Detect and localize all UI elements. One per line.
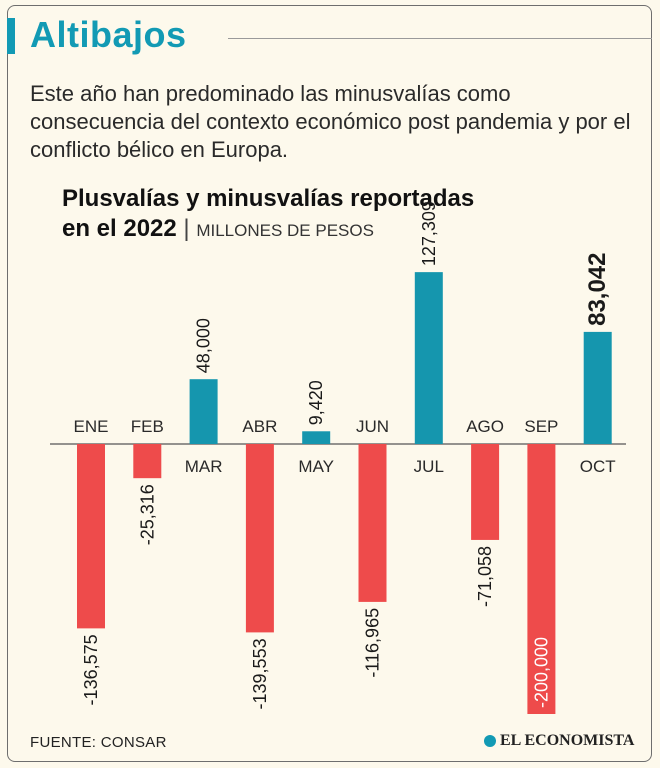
category-label-oct: OCT (580, 457, 616, 476)
intro-text: Este año han predominado las minusvalías… (30, 81, 631, 162)
bar-may (302, 431, 331, 444)
value-label-jun: -116,965 (363, 608, 383, 678)
bar-jul (414, 272, 443, 444)
bar-ago (471, 444, 500, 540)
chart-unit: MILLONES DE PESOS (196, 221, 374, 240)
bar-abr (245, 444, 274, 633)
category-label-ene: ENE (74, 417, 109, 436)
bar-mar (189, 379, 218, 444)
category-label-jul: JUL (414, 457, 444, 476)
card-frame (7, 5, 652, 762)
value-label-feb: -25,316 (137, 484, 157, 545)
value-label-ago: -71,058 (475, 546, 495, 607)
value-label-oct: 83,042 (584, 252, 611, 325)
category-label-feb: FEB (131, 417, 164, 436)
source-note: FUENTE: CONSAR (30, 734, 167, 751)
value-label-abr: -139,553 (250, 638, 270, 709)
bar-jun (358, 444, 387, 602)
category-label-abr: ABR (242, 417, 277, 436)
chart-title-line2: en el 2022 (62, 215, 177, 242)
category-label-ago: AGO (466, 417, 504, 436)
chart-title-line1: Plusvalías y minusvalías reportadas (62, 185, 475, 212)
category-label-mar: MAR (185, 457, 223, 476)
brand-name: EL ECONOMISTA (500, 732, 635, 749)
page-title: Altibajos (30, 14, 187, 55)
category-label-jun: JUN (356, 417, 389, 436)
bar-oct (583, 331, 612, 444)
category-label-may: MAY (298, 457, 334, 476)
bar-ene (77, 444, 105, 629)
value-label-sep: -200,000 (531, 637, 551, 708)
value-label-mar: 48,000 (194, 318, 214, 373)
chart-title: Plusvalías y minusvalías reportadas en e… (62, 184, 474, 246)
category-label-sep: SEP (524, 417, 558, 436)
title-accent-bar (7, 18, 15, 54)
value-label-may: 9,420 (306, 380, 326, 425)
title-separator: | (183, 215, 190, 242)
brand-logo: EL ECONOMISTA (484, 732, 634, 750)
bar-sep (527, 444, 556, 714)
title-divider (228, 38, 652, 39)
brand-globe-icon (484, 735, 496, 747)
value-label-jul: 127,309 (419, 201, 439, 266)
value-label-ene: -136,575 (81, 634, 101, 705)
bar-feb (133, 444, 162, 479)
